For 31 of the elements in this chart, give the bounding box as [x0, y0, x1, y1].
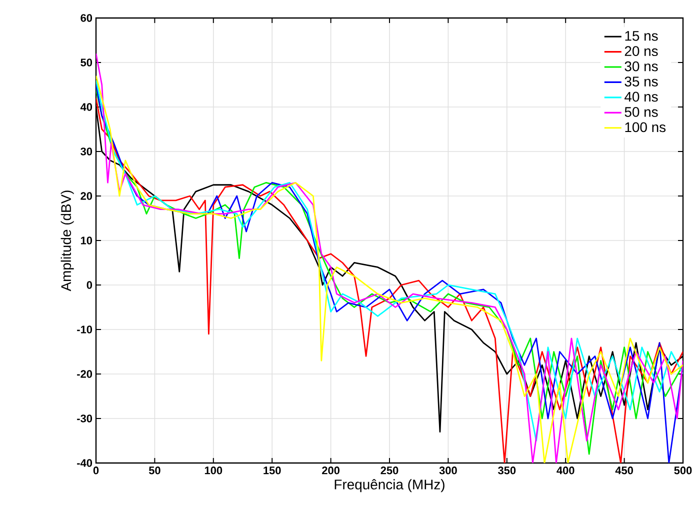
y-tick-label: 60: [80, 14, 92, 22]
y-tick-label: 30: [80, 148, 92, 156]
x-tick-label: 500: [674, 466, 692, 474]
x-tick-label: 50: [148, 466, 160, 474]
legend-label: 30 ns: [624, 61, 658, 72]
legend-label: 35 ns: [624, 76, 658, 86]
x-axis-title: Frequência (MHz): [334, 479, 444, 492]
legend-label: 20 ns: [624, 46, 658, 56]
x-tick-label: 350: [498, 466, 516, 474]
x-tick-label: 100: [204, 466, 222, 474]
x-tick-label: 400: [556, 466, 574, 474]
x-tick-label: 450: [615, 466, 633, 474]
y-tick-label: -40: [77, 459, 92, 467]
legend-label: 100 ns: [625, 122, 666, 132]
x-tick-label: 300: [439, 466, 457, 474]
x-tick-label: 200: [322, 466, 340, 474]
legend-label: 15 ns: [625, 31, 658, 41]
y-tick-label: 40: [80, 103, 92, 111]
x-tick-label: 250: [380, 466, 398, 474]
y-tick-label: 50: [80, 58, 92, 66]
y-tick-label: -20: [77, 370, 92, 378]
y-axis-title: Amplitude (dBV): [60, 190, 74, 292]
legend-label: 50 ns: [624, 107, 658, 117]
y-tick-label: -10: [77, 326, 92, 334]
x-tick-label: 0: [93, 466, 99, 474]
y-tick-label: 0: [86, 281, 92, 289]
x-tick-label: 150: [264, 466, 281, 474]
legend-label: 40 ns: [624, 92, 658, 102]
y-tick-label: 20: [80, 192, 92, 200]
y-tick-label: -30: [77, 414, 92, 422]
y-tick-label: 10: [80, 236, 92, 244]
